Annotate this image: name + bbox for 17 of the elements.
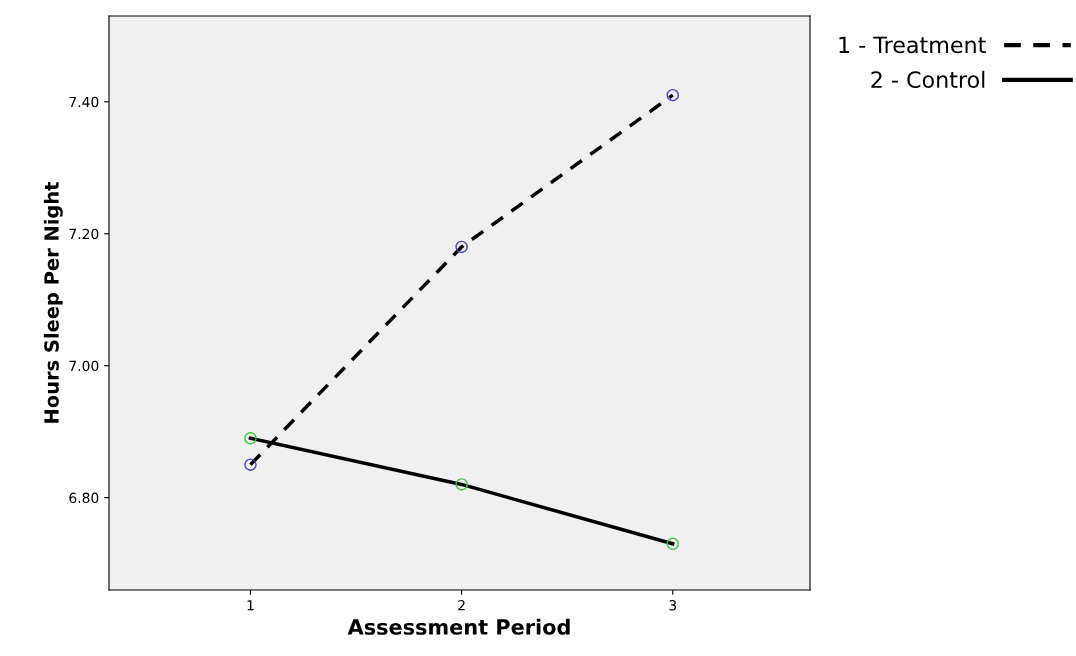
point (244, 432, 257, 445)
x-tick-label: 3 (669, 599, 677, 611)
y-axis-title: Hours Sleep Per Night (43, 181, 63, 423)
legend-label: 2 - Control (871, 70, 985, 89)
point (455, 478, 468, 491)
x-tick-label: 1 (247, 600, 254, 611)
y-tick-label: 6.80 (69, 492, 99, 504)
point (666, 537, 680, 551)
x-axis-title: Assessment Period (347, 618, 570, 635)
y-tick-label: 7.00 (69, 360, 99, 372)
point (244, 458, 257, 471)
legend-label: 1 - Treatment (839, 36, 986, 54)
y-tick-label: 7.20 (69, 228, 99, 240)
y-tick-label: 7.40 (69, 96, 99, 108)
x-tick-label: 2 (458, 599, 465, 611)
point (455, 240, 468, 254)
point (666, 88, 680, 102)
